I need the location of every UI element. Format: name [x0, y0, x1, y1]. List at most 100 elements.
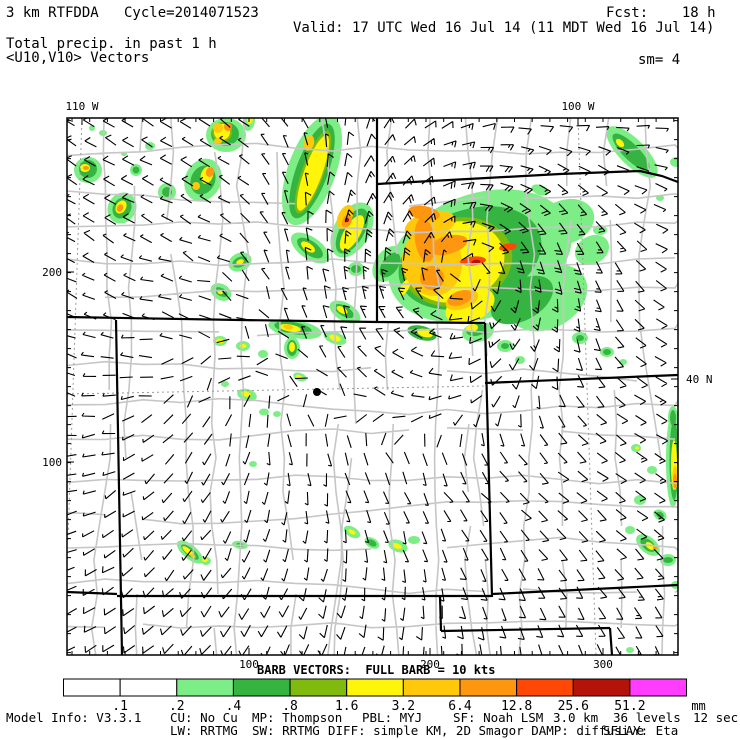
precip-cell: [647, 466, 657, 474]
precip-cell: [192, 182, 200, 190]
wind-barbs: [67, 118, 669, 655]
colorbar-segment: [63, 678, 121, 697]
precip-cell: [408, 536, 420, 544]
axis-label-left: 100: [42, 456, 62, 469]
precip-cell: [414, 218, 436, 262]
colorbar-segment: [119, 678, 178, 697]
colorbar-segment: [402, 678, 461, 697]
colorbar-label: .1: [112, 699, 128, 714]
map-inner: [67, 118, 678, 655]
precip-cell: [673, 474, 677, 488]
colorbar-label: 6.4: [448, 699, 472, 714]
state-border: [491, 583, 678, 596]
colorbar-label: 25.6: [558, 699, 589, 714]
colorbar-segment: [516, 678, 574, 697]
model-info-item: SFLAY: Eta: [603, 723, 679, 738]
axis-label-bottom: 200: [420, 658, 440, 671]
precip-cell: [656, 511, 664, 519]
model-info-item: SW: RRTMG: [252, 723, 320, 738]
axis-label-top: 110 W: [65, 100, 98, 113]
precip-cell: [574, 234, 610, 266]
precip-cell: [417, 328, 433, 338]
precip-cell: [214, 138, 222, 144]
precip-cell: [635, 446, 639, 450]
precip-cell: [273, 411, 281, 417]
axis-label-left: 200: [42, 266, 62, 279]
precip-cell: [202, 558, 208, 562]
state-border: [483, 322, 494, 598]
precip-cell: [339, 215, 365, 251]
precip-cell: [182, 546, 194, 556]
colorbar-segment: [459, 678, 518, 697]
model-info-item: Model Info: V3.3.1: [6, 710, 142, 725]
precip-cell: [499, 243, 517, 251]
barb-vectors-note: BARB VECTORS: FULL BARB = 10 kts: [257, 663, 496, 677]
precip-cell: [603, 349, 611, 355]
precip-cell: [670, 157, 678, 167]
precip-cell: [653, 546, 657, 550]
precip-cell: [213, 123, 223, 133]
precip-cell: [447, 290, 473, 306]
state-border: [67, 315, 486, 325]
county-boundaries: [67, 118, 678, 655]
colorbar-label: 3.2: [392, 699, 415, 714]
model-info-item: SF: Noah LSM: [453, 710, 544, 725]
precip-cell: [289, 342, 295, 352]
precip-cell: [205, 167, 215, 177]
colorbar-label: 12.8: [501, 699, 532, 714]
precip-cell: [246, 118, 254, 124]
colorbar-label: 1.6: [335, 699, 358, 714]
state-border: [67, 590, 118, 596]
forecast-hour-label: Fcst: 18 h: [606, 5, 716, 21]
precip-cell: [663, 557, 673, 563]
model-title: 3 km RTFDDA Cycle=2014071523: [6, 5, 259, 21]
state-border: [114, 319, 124, 655]
precip-cell: [258, 350, 268, 358]
colorbar-label: .8: [282, 699, 298, 714]
precip-cell: [367, 539, 377, 547]
colorbar-segment: [176, 678, 234, 697]
state-boundaries: [67, 118, 678, 655]
precip-cell: [116, 204, 124, 212]
precip-cell: [296, 135, 330, 211]
precip-cell: [670, 410, 676, 426]
field-name-line2: <U10,V10> Vectors: [6, 50, 150, 66]
model-info-item: PBL: MYJ: [362, 710, 423, 725]
precip-cell: [392, 543, 402, 549]
axis-label-bottom: 300: [593, 658, 613, 671]
model-info-item: DIFF: simple KM, 2D Smagor DAMP: diffusi…: [328, 723, 645, 738]
model-info-item: LW: RRTMG: [170, 723, 238, 738]
precip-cell: [224, 123, 232, 131]
precip-cell: [132, 166, 140, 174]
colorbar-segment: [232, 678, 291, 697]
precip-cell: [634, 495, 646, 505]
state-border: [440, 626, 611, 633]
colorbar-label: .4: [226, 699, 242, 714]
precip-cell: [283, 324, 293, 330]
precip-cell: [576, 335, 584, 341]
precip-cell: [625, 526, 635, 534]
axis-label-bottom: 100: [239, 658, 259, 671]
colorbar-segment: [346, 678, 404, 697]
precip-cell: [249, 461, 257, 467]
field-name-line1: Total precip. in past 1 h: [6, 36, 217, 52]
model-info-item: 3.0 km: [553, 710, 599, 725]
colorbar: [63, 678, 688, 697]
precip-cell: [236, 259, 244, 265]
colorbar-unit: mm: [691, 699, 705, 713]
colorbar-label: 51.2: [614, 699, 645, 714]
colorbar-segment: [629, 678, 688, 697]
model-info-item: MP: Thompson: [252, 710, 343, 725]
graticule-line: [67, 118, 83, 541]
precip-cell: [626, 647, 634, 653]
model-info-item: 36 levels: [613, 710, 681, 725]
precip-cell: [259, 408, 269, 416]
state-border: [608, 627, 614, 655]
axis-label-top: 100 W: [561, 100, 594, 113]
colorbar-segment: [572, 678, 631, 697]
precip-cell: [348, 529, 356, 535]
precip-cell: [301, 241, 315, 253]
valid-time-label: Valid: 17 UTC Wed 16 Jul 14 (11 MDT Wed …: [293, 20, 715, 36]
